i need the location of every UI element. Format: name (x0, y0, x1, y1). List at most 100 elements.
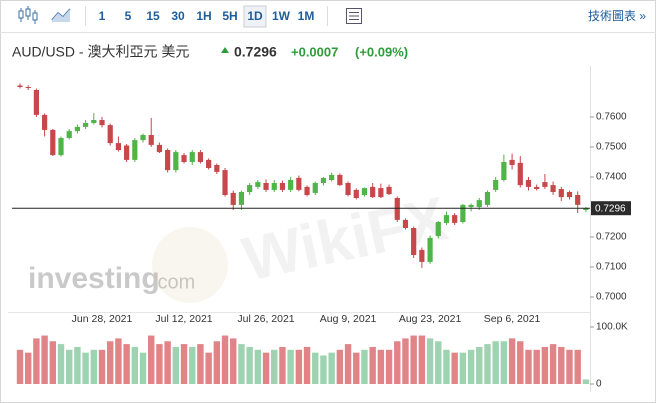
candle-body (337, 174, 343, 186)
interval-button[interactable]: 1 (99, 9, 106, 23)
interval-button[interactable]: 5H (222, 9, 237, 23)
candle-body (460, 204, 466, 222)
candle-body (222, 170, 228, 195)
volume-bar (467, 349, 475, 384)
volume-bar (82, 352, 89, 384)
candle-body (550, 185, 556, 192)
volume-bar (254, 349, 262, 384)
candle-body (394, 198, 400, 220)
candle-body (509, 159, 515, 165)
volume-bar (287, 349, 294, 384)
candle-body (271, 183, 277, 190)
line-icon[interactable] (51, 8, 71, 22)
interval-button[interactable]: 1W (272, 9, 291, 23)
interval-button[interactable]: 30 (171, 9, 185, 23)
volume-bar (385, 349, 393, 384)
candle-body (361, 188, 368, 195)
candle-body (115, 143, 122, 150)
candle-body (17, 85, 23, 87)
volume-bar (16, 349, 24, 384)
candle-body (197, 152, 204, 162)
candle-body (534, 186, 540, 189)
candle-body (320, 177, 327, 183)
candle-body (156, 144, 163, 153)
watermark: investing .com (28, 262, 195, 295)
candle-body (435, 222, 441, 237)
volume-bar (426, 338, 434, 384)
candle-body (238, 192, 245, 205)
volume-bar (246, 346, 253, 384)
candle-body (83, 123, 89, 127)
volume-bar (394, 341, 401, 384)
volume-bar (533, 349, 540, 384)
candle-body (181, 155, 187, 162)
x-tick-label: Jul 26, 2021 (237, 313, 294, 325)
candle-body (378, 188, 384, 198)
volume-bar (320, 355, 327, 384)
interval-button[interactable]: 1D (247, 9, 263, 23)
candle-body (50, 129, 56, 156)
candle-body (304, 186, 310, 195)
candle-body (288, 180, 294, 190)
candle-body (132, 140, 138, 160)
volume-bar (508, 338, 516, 384)
volume-bar (25, 352, 32, 384)
candle-body (263, 183, 269, 190)
candle-body (42, 114, 48, 130)
x-tick-label: Sep 6, 2021 (484, 313, 541, 325)
candle-body (66, 131, 72, 138)
candle-body (165, 150, 171, 171)
volume-bar (230, 338, 237, 384)
candle-icon[interactable] (18, 6, 38, 24)
volume-bar (41, 335, 48, 384)
candle-body (91, 120, 97, 123)
candle-body (173, 152, 179, 171)
volume-bar (139, 352, 147, 384)
volume-bar (549, 344, 557, 384)
candle-body (501, 162, 507, 180)
interval-button[interactable]: 15 (146, 9, 160, 23)
volume-bar (312, 352, 319, 384)
candle-body (566, 192, 573, 198)
volume-tick-label: 100.0K (596, 322, 628, 333)
volume-bar (574, 349, 581, 384)
volume-bar (492, 341, 499, 384)
candle-body (493, 180, 499, 190)
candle-body (214, 165, 220, 172)
table-icon[interactable] (346, 8, 362, 24)
volume-bar (98, 349, 106, 384)
candle-body (411, 228, 417, 255)
volume-tick-label: 0 (596, 379, 602, 390)
volume-bar (336, 349, 344, 384)
instrument-title: AUD/USD - 澳大利亞元 美元 (12, 44, 189, 60)
candle-body (476, 200, 482, 207)
candle-body (575, 195, 581, 205)
candle-body (25, 87, 31, 88)
volume-bar (582, 379, 590, 384)
interval-button[interactable]: 1H (196, 9, 211, 23)
candle-body (124, 145, 130, 160)
candle-body (296, 177, 302, 190)
candle-body (525, 180, 532, 187)
technical-chart-link[interactable]: 技術圖表 » (588, 9, 646, 23)
volume-bar (295, 349, 303, 384)
last-price-box (591, 201, 631, 216)
candle-body (255, 182, 261, 187)
volume-bar (443, 349, 450, 384)
interval-button[interactable]: 5 (125, 9, 132, 23)
candle-body (468, 204, 474, 207)
interval-button[interactable]: 1M (298, 9, 315, 23)
volume-bar (238, 344, 245, 384)
volume-bar (148, 335, 155, 384)
volume-bar (476, 346, 483, 384)
logo-suffix: .com (152, 271, 195, 293)
volume-bar (410, 335, 417, 384)
volume-bar (517, 341, 524, 384)
price-change: +0.0007 (291, 44, 338, 59)
volume-bar (115, 338, 122, 384)
candle-body (148, 135, 154, 145)
volume-bar (156, 344, 163, 384)
volume-bar (90, 349, 98, 384)
volume-bar (418, 335, 426, 384)
candle-body (353, 189, 359, 198)
